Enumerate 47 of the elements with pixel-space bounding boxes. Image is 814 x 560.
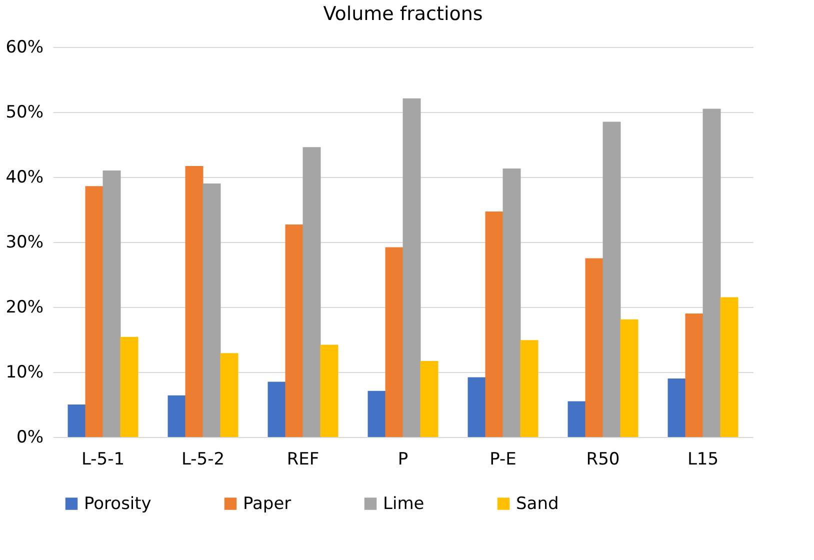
bar (468, 377, 486, 437)
bar (520, 340, 538, 437)
legend-label: Paper (243, 494, 292, 514)
bar (185, 166, 204, 437)
y-tick-label: 60% (6, 38, 44, 58)
bar (668, 378, 686, 437)
bar (620, 319, 638, 437)
bar (602, 122, 621, 437)
bar (485, 211, 504, 437)
x-tick-label: P-E (490, 450, 516, 470)
legend-label: Lime (383, 494, 424, 514)
y-tick-label: 10% (6, 362, 44, 382)
bar (268, 382, 286, 437)
y-tick-label: 50% (6, 102, 44, 122)
bar (85, 186, 104, 437)
bar (585, 258, 604, 437)
bar (68, 404, 86, 437)
y-tick-label: 20% (6, 298, 44, 318)
bar (202, 184, 221, 437)
x-tick-label: L-5-1 (81, 450, 125, 470)
bar (402, 98, 421, 437)
bar (685, 314, 704, 437)
legend-label: Porosity (84, 494, 152, 514)
bar (702, 108, 721, 437)
bar (120, 336, 138, 437)
bar (420, 360, 438, 437)
y-tick-label: 0% (16, 428, 44, 448)
bar (385, 247, 404, 437)
bar (502, 168, 521, 437)
x-tick-label: P (398, 450, 408, 470)
chart-title: Volume fractions (323, 3, 483, 25)
bar (220, 353, 238, 437)
x-tick-label: R50 (586, 450, 620, 470)
bar (102, 170, 121, 437)
x-tick-label: L-5-2 (181, 450, 225, 470)
x-tick-label: L15 (687, 450, 719, 470)
bar (285, 224, 304, 437)
legend-label: Sand (516, 494, 559, 514)
x-tick-label: REF (286, 450, 320, 470)
bar (168, 395, 186, 437)
bar (720, 297, 738, 437)
bar (320, 344, 338, 437)
y-tick-label: 40% (6, 168, 44, 188)
bar (568, 401, 586, 437)
bar (368, 390, 386, 437)
bar (302, 147, 321, 437)
y-tick-label: 30% (6, 232, 44, 252)
